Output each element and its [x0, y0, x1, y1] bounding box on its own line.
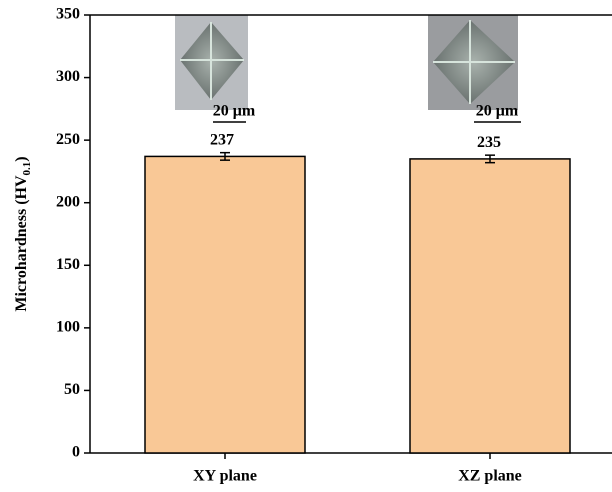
x-tick-label: XY plane — [193, 468, 257, 485]
y-tick-label: 0 — [72, 444, 80, 461]
y-tick-label: 50 — [64, 381, 80, 398]
y-tick-label: 300 — [56, 68, 80, 85]
y-tick-label: 350 — [56, 6, 80, 23]
y-tick-label: 100 — [56, 319, 80, 336]
error-bar — [220, 151, 230, 161]
inset-image — [175, 15, 248, 110]
value-label: 235 — [477, 134, 501, 151]
y-tick-label: 200 — [56, 193, 80, 210]
inset-image — [428, 15, 518, 110]
value-label: 237 — [210, 131, 234, 148]
error-bar — [485, 154, 495, 164]
scale-bar-label: 20 μm — [213, 103, 256, 120]
y-axis-label: Microhardness (HV0.1) — [13, 156, 33, 311]
y-tick-label: 150 — [56, 256, 80, 273]
scale-bar-label: 20 μm — [476, 103, 519, 120]
x-tick-label: XZ plane — [458, 468, 522, 485]
bar — [144, 155, 306, 454]
y-tick-label: 250 — [56, 131, 80, 148]
bar — [409, 158, 571, 454]
